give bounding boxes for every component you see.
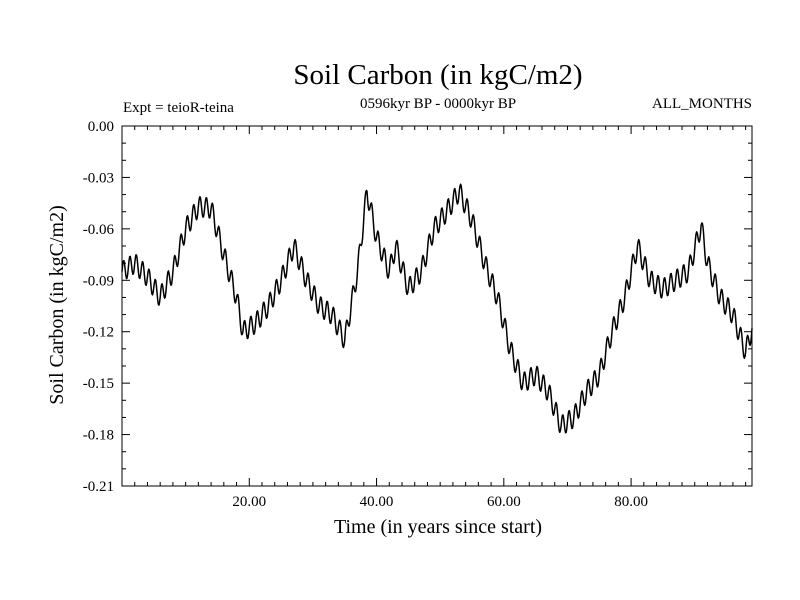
y-tick-label: -0.03 xyxy=(83,170,114,186)
y-tick-label: -0.15 xyxy=(83,376,114,392)
chart-title: Soil Carbon (in kgC/m2) xyxy=(293,59,582,91)
x-tick-label: 40.00 xyxy=(360,494,394,510)
y-tick-label: -0.06 xyxy=(83,222,115,238)
y-axis-label: Soil Carbon (in kgC/m2) xyxy=(46,205,68,404)
x-axis-label: Time (in years since start) xyxy=(334,516,542,538)
months-label: ALL_MONTHS xyxy=(652,96,752,112)
y-tick-label: -0.18 xyxy=(83,428,114,444)
y-tick-label: -0.12 xyxy=(83,325,114,341)
plot-area: 20.00 40.00 60.00 80.00 0.00 -0.03 -0.06 -0.09 -… xyxy=(83,119,753,510)
experiment-label: Expt = teioR-teina xyxy=(123,100,234,116)
x-tick-label: 20.00 xyxy=(232,494,266,510)
x-tick-label: 60.00 xyxy=(487,494,521,510)
plot-frame xyxy=(121,125,753,487)
y-tick-label: -0.21 xyxy=(83,479,114,495)
chart-subtitle: 0596kyr BP - 0000kyr BP xyxy=(360,96,516,112)
series-line-0 xyxy=(121,183,753,434)
y-tick-label: -0.09 xyxy=(83,273,114,289)
y-tick-label: 0.00 xyxy=(88,119,114,135)
x-tick-label: 80.00 xyxy=(614,494,648,510)
